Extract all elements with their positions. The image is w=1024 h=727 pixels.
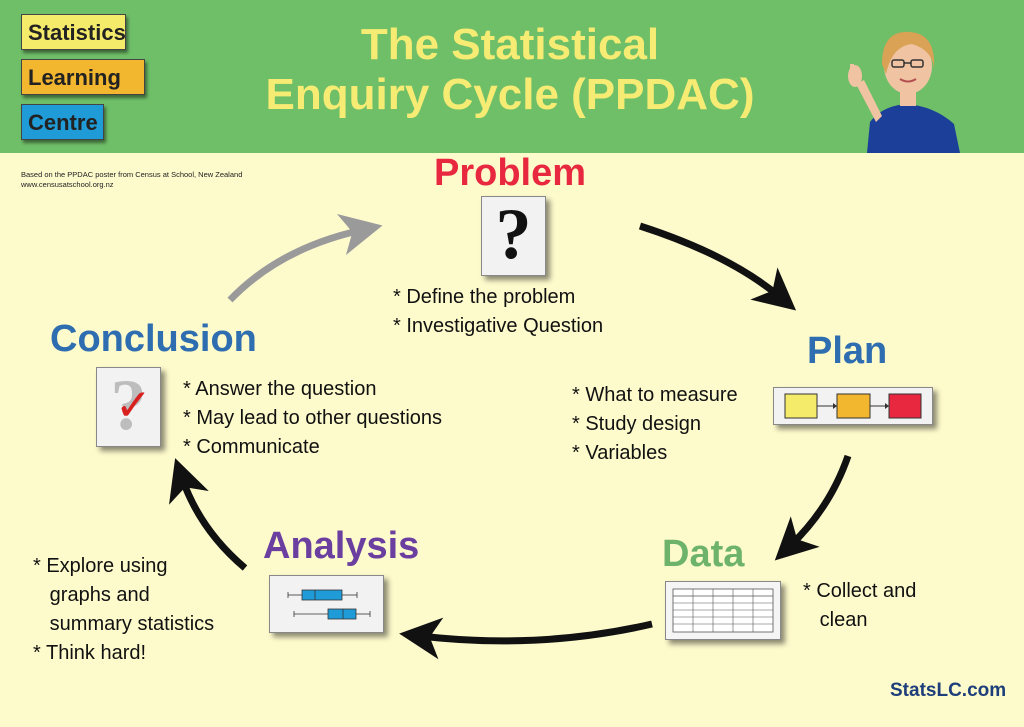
problem-bullets: * Define the problem * Investigative Que… (393, 286, 604, 337)
credit-line-2: www.censusatschool.org.nz (21, 180, 114, 189)
arrow-analysis-to-conclusion (169, 458, 248, 571)
boxplot-icon (269, 575, 384, 633)
arrow-plan-to-data (774, 454, 852, 561)
stage-title-conclusion: Conclusion (50, 318, 257, 360)
arrow-conclusion-to-problem (227, 213, 383, 303)
arrow-data-to-analysis (399, 617, 653, 660)
data-table-icon (665, 581, 781, 640)
presenter-image (848, 31, 960, 153)
analysis-bullets: * Explore using graphs and summary stati… (33, 555, 215, 664)
stage-title-analysis: Analysis (263, 525, 420, 567)
logo-statistics: Statistics (21, 14, 126, 50)
credit-note: Based on the PPDAC poster from Census at… (21, 170, 242, 190)
question-check-icon: ? ✓ (96, 365, 161, 447)
question-mark-icon: ? (481, 194, 546, 276)
arrow-problem-to-plan (638, 222, 797, 311)
check-mark-icon: ✓ (115, 381, 152, 430)
data-bullets: * Collect and clean (803, 580, 917, 631)
flowchart-icon (773, 387, 933, 425)
credit-line-1: Based on the PPDAC poster from Census at… (21, 170, 243, 179)
stage-title-problem: Problem (434, 152, 587, 194)
logo-centre: Centre (21, 104, 104, 140)
page-title: The Statistical Enquiry Cycle (PPDAC) (230, 20, 790, 120)
title-line-1: The Statistical (360, 20, 660, 69)
plan-bullets: * What to measure * Study design * Varia… (572, 384, 738, 464)
footer-site: StatsLC.com (890, 680, 1007, 701)
stage-title-plan: Plan (807, 330, 888, 372)
stage-title-data: Data (662, 533, 745, 575)
logo-learning: Learning (21, 59, 145, 95)
conclusion-bullets: * Answer the question * May lead to othe… (183, 378, 443, 458)
title-line-2: Enquiry Cycle (PPDAC) (265, 70, 755, 119)
